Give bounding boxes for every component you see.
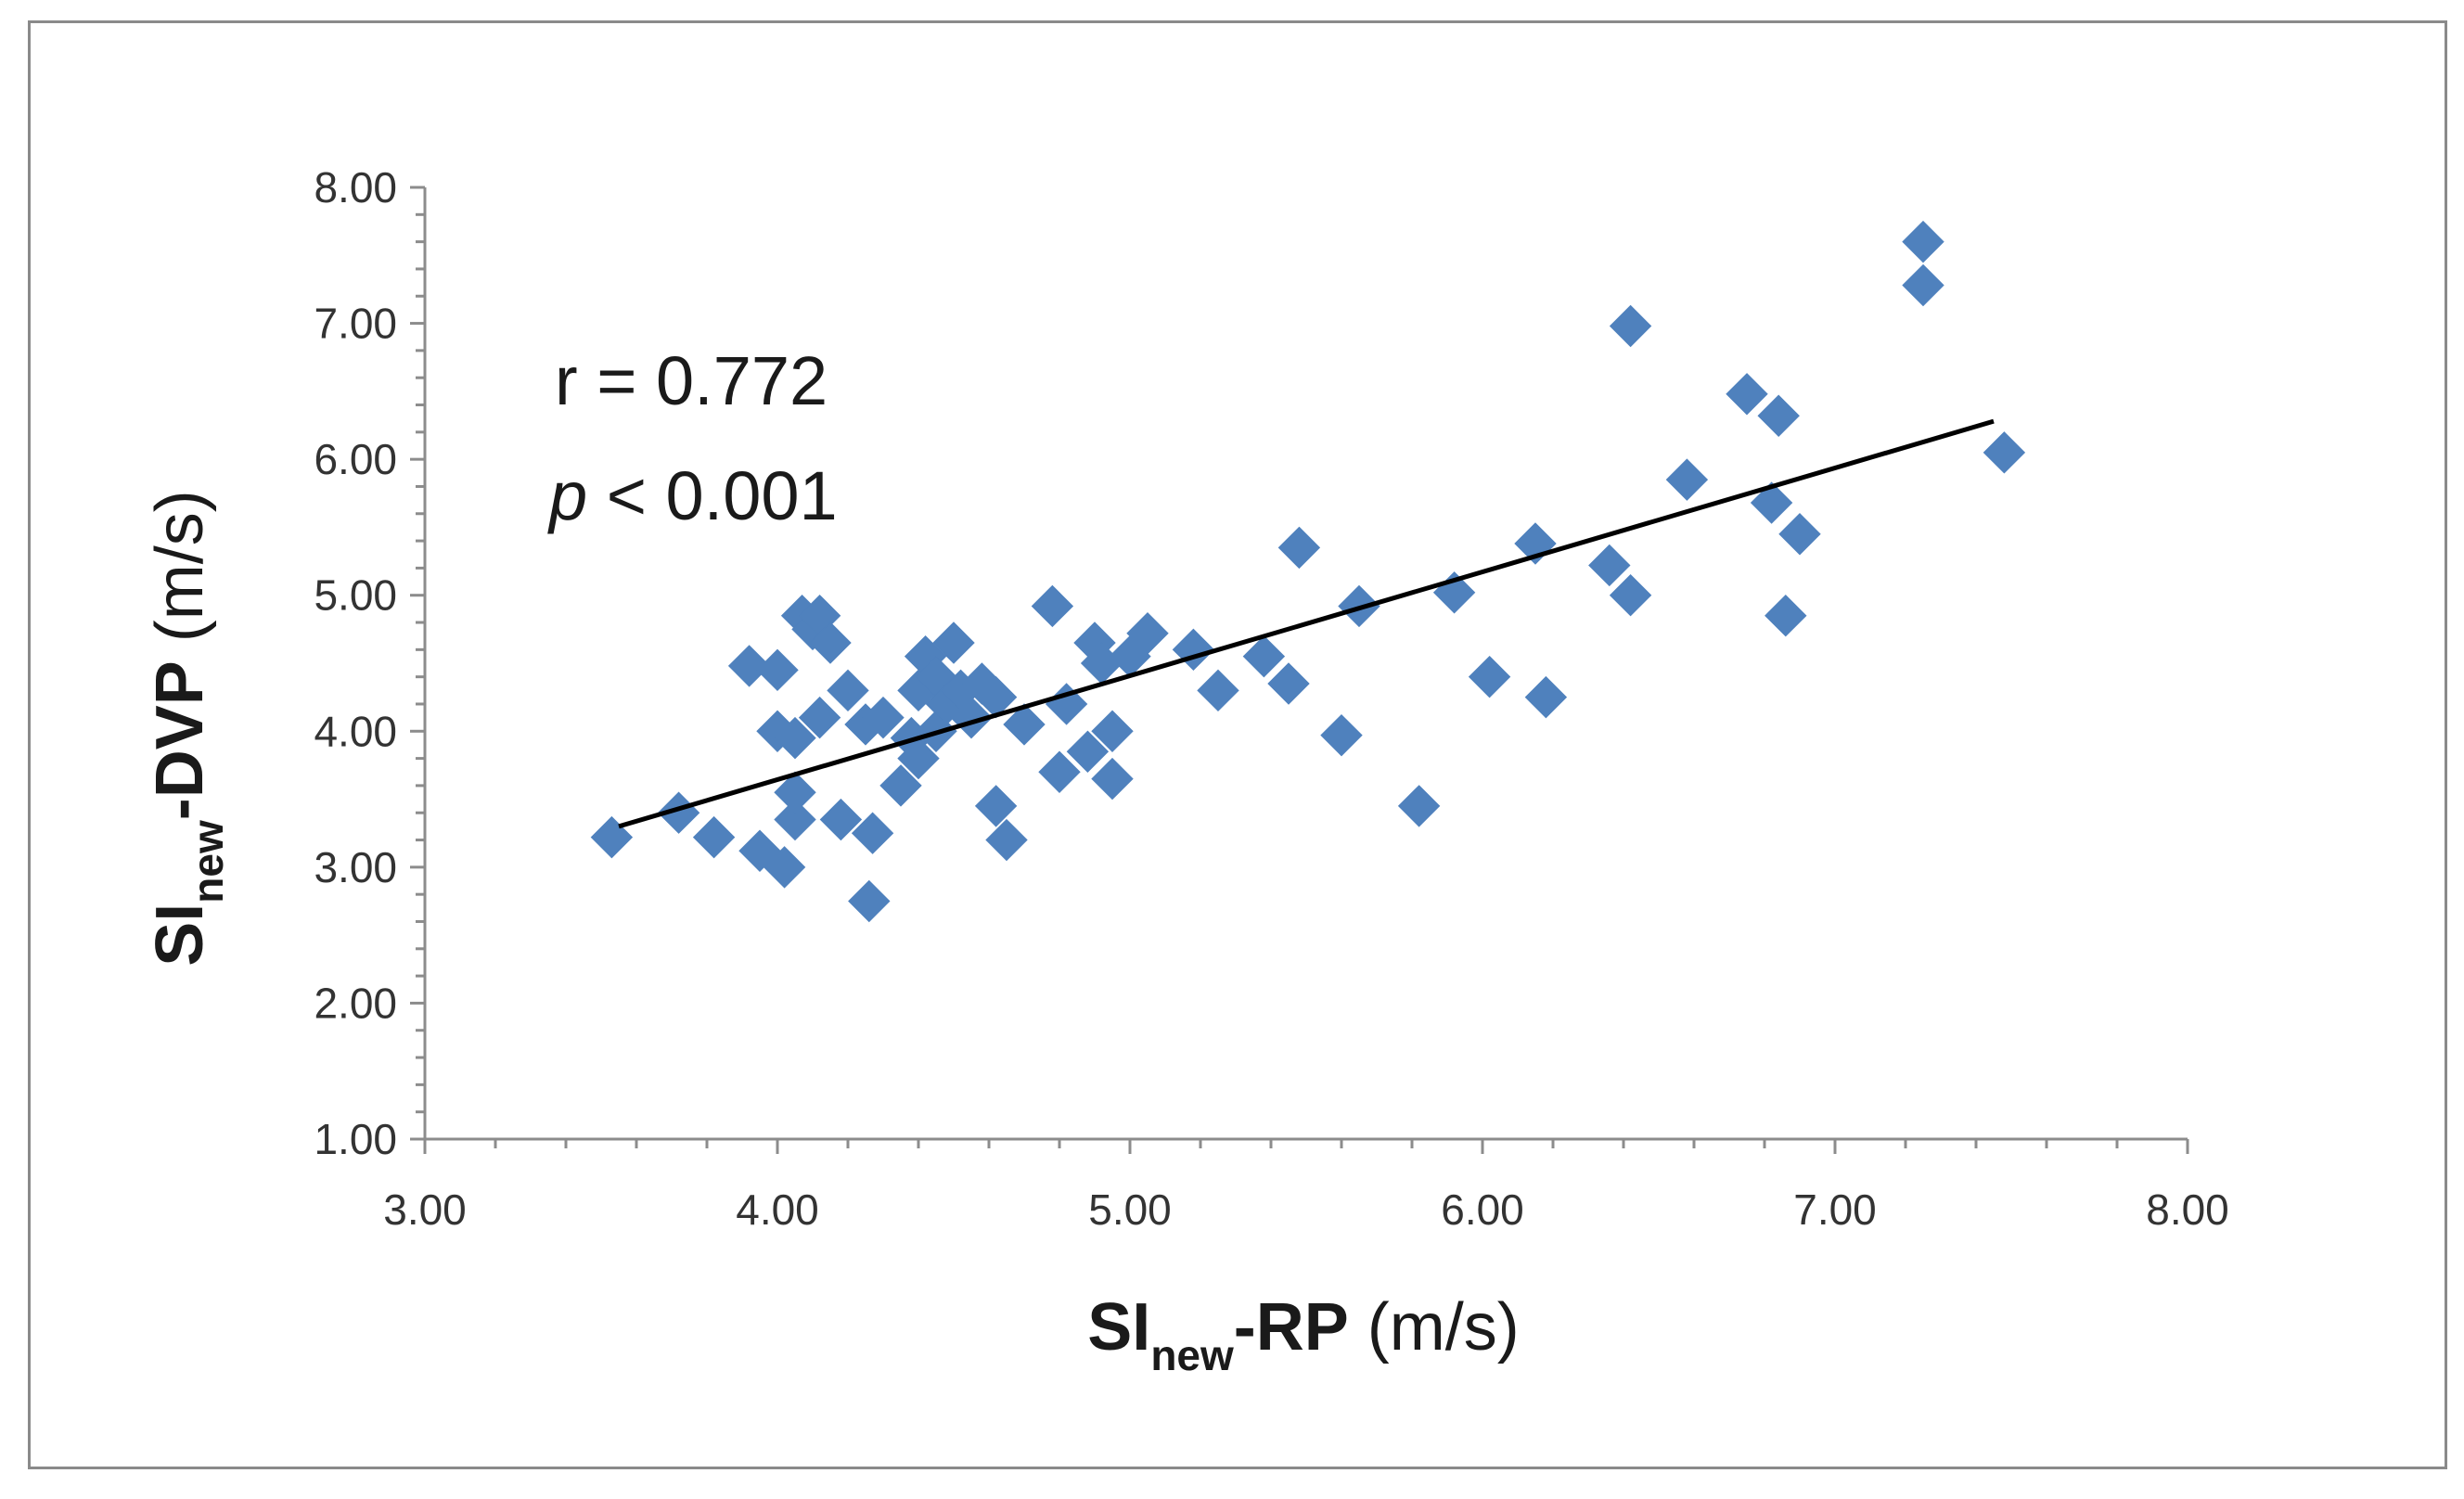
data-point (1902, 263, 1944, 307)
data-point (1983, 431, 2026, 474)
x-tick-label: 8.00 (2146, 1185, 2229, 1234)
data-point (1750, 481, 1793, 524)
data-point (974, 785, 1018, 827)
data-point (985, 818, 1028, 862)
data-point (848, 879, 891, 923)
y-tick-label: 8.00 (314, 163, 397, 211)
data-point (1242, 634, 1286, 678)
data-point (1609, 304, 1652, 348)
data-point (1091, 757, 1134, 801)
data-point (1524, 675, 1568, 719)
data-point (1126, 612, 1169, 655)
y-axis-title: SInew-DVP (m/s) (143, 490, 232, 966)
data-point (1468, 655, 1511, 698)
data-point (692, 815, 736, 859)
annotation-p-label: p (547, 457, 587, 534)
y-axis-ticks: 1.00 2.00 3.00 4.00 5.00 6.00 7.00 8.00 (314, 163, 425, 1163)
data-point (897, 737, 940, 780)
data-point (774, 716, 816, 760)
y-tick-label: 5.00 (314, 571, 397, 620)
y-tick-label: 7.00 (314, 300, 397, 348)
annotation-r: r = 0.772 (555, 342, 828, 419)
data-point (1588, 544, 1631, 587)
data-point (1031, 584, 1074, 628)
y-axis-title-main: SI (143, 903, 217, 967)
y-tick-label: 1.00 (314, 1115, 397, 1163)
data-point (862, 696, 905, 739)
annotation-p: p < 0.001 (547, 457, 838, 534)
data-point (1902, 220, 1944, 263)
data-point (1765, 594, 1807, 637)
data-point (1197, 669, 1239, 712)
data-point (1267, 662, 1310, 705)
data-point (727, 645, 771, 687)
trendline (618, 418, 1995, 829)
data-point (774, 798, 816, 841)
data-point (763, 846, 806, 889)
data-point (798, 696, 841, 739)
x-axis-title-main: SI (1087, 1290, 1150, 1364)
data-point (774, 771, 816, 814)
chart-frame (28, 20, 2447, 1469)
annotation-r-text: = 0.772 (578, 342, 828, 419)
annotation-r-label: r (555, 342, 578, 419)
x-tick-label: 4.00 (736, 1185, 819, 1234)
data-point (1066, 730, 1110, 773)
data-points (590, 220, 2026, 923)
data-point (932, 621, 975, 664)
y-axis-title-unit: (m/s) (143, 490, 217, 660)
y-tick-label: 6.00 (314, 435, 397, 483)
y-tick-label: 2.00 (314, 979, 397, 1027)
data-point (1003, 703, 1046, 746)
x-axis-title: SInew-RP (m/s) (1087, 1290, 1519, 1379)
data-point (1091, 710, 1134, 752)
data-point (756, 648, 799, 692)
data-point (1778, 513, 1821, 556)
trendline-group (618, 418, 1995, 829)
data-point (1277, 526, 1321, 570)
data-point (1757, 394, 1800, 437)
x-axis-title-unit: (m/s) (1349, 1290, 1520, 1364)
data-point (1172, 628, 1215, 672)
y-axis-title-sub: new (184, 820, 232, 903)
data-point (1665, 458, 1709, 501)
y-axis-title-suffix: -DVP (143, 660, 217, 820)
y-tick-label: 4.00 (314, 707, 397, 755)
data-point (809, 621, 852, 664)
data-point (827, 669, 869, 712)
x-tick-label: 6.00 (1441, 1185, 1524, 1234)
x-tick-label: 3.00 (383, 1185, 467, 1234)
data-point (851, 812, 894, 854)
x-axis-title-sub: new (1150, 1331, 1234, 1379)
data-point (1320, 713, 1363, 757)
x-tick-label: 5.00 (1088, 1185, 1172, 1234)
data-point (879, 764, 922, 807)
axes (423, 187, 2188, 1141)
x-axis-ticks: 3.00 4.00 5.00 6.00 7.00 8.00 (383, 1139, 2229, 1234)
data-point (819, 798, 863, 841)
x-tick-label: 7.00 (1793, 1185, 1877, 1234)
data-point (1038, 750, 1081, 793)
y-tick-label: 3.00 (314, 843, 397, 891)
annotation-p-text: < 0.001 (587, 457, 838, 534)
data-point (1397, 785, 1441, 827)
data-point (1609, 574, 1652, 617)
x-axis-title-suffix: -RP (1234, 1290, 1349, 1364)
data-point (1726, 373, 1768, 416)
